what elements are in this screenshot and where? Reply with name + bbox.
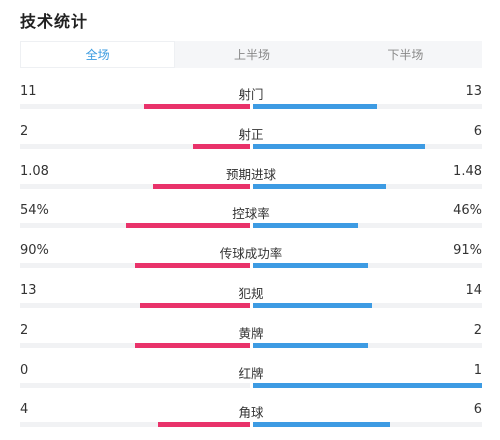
home-bar-track xyxy=(20,422,250,427)
away-bar xyxy=(253,104,377,109)
home-bar xyxy=(135,263,250,268)
away-value: 6 xyxy=(473,124,482,139)
away-bar xyxy=(253,343,368,348)
away-bar xyxy=(253,383,482,388)
tab-full-match[interactable]: 全场 xyxy=(20,41,176,68)
tab-second-half[interactable]: 下半场 xyxy=(387,48,424,62)
home-bar xyxy=(125,223,250,228)
away-bar-track xyxy=(253,144,482,149)
home-bar xyxy=(153,184,250,189)
home-value: 0 xyxy=(20,363,29,378)
home-bar-track xyxy=(20,104,250,109)
home-bar-track xyxy=(20,343,250,348)
home-value: 2 xyxy=(20,323,29,338)
stat-row: 54% 控球率 46% xyxy=(20,203,482,243)
home-bar-track xyxy=(20,383,250,388)
stat-row: 4 角球 6 xyxy=(20,402,482,440)
away-bar xyxy=(253,422,391,427)
page-title: 技术统计 xyxy=(20,12,89,31)
stat-name: 红牌 xyxy=(238,366,264,381)
stat-row: 2 黄牌 2 xyxy=(20,323,482,363)
away-bar-track xyxy=(253,422,482,427)
away-bar-track xyxy=(253,343,482,348)
home-bar-track xyxy=(20,184,250,189)
home-bar-track xyxy=(20,144,250,149)
stat-name: 传球成功率 xyxy=(219,246,283,261)
stat-row: 2 射正 6 xyxy=(20,124,482,164)
home-bar-track xyxy=(20,223,250,228)
away-value: 13 xyxy=(465,84,482,99)
away-value: 6 xyxy=(473,402,482,417)
stat-row: 13 犯规 14 xyxy=(20,283,482,323)
home-bar xyxy=(139,303,250,308)
home-bar xyxy=(158,422,250,427)
away-value: 14 xyxy=(465,283,482,298)
home-bar xyxy=(144,104,250,109)
away-bar-track xyxy=(253,383,482,388)
away-value: 2 xyxy=(473,323,482,338)
home-bar-track xyxy=(20,263,250,268)
stat-name: 预期进球 xyxy=(225,167,276,182)
away-bar xyxy=(253,144,425,149)
away-bar xyxy=(253,263,368,268)
stat-row: 90% 传球成功率 91% xyxy=(20,243,482,283)
home-value: 90% xyxy=(20,243,49,258)
home-bar xyxy=(192,144,250,149)
home-bar-track xyxy=(20,303,250,308)
away-bar-track xyxy=(253,223,482,228)
stat-row: 1.08 预期进球 1.48 xyxy=(20,164,482,204)
home-value: 4 xyxy=(20,402,29,417)
home-bar xyxy=(135,343,250,348)
stat-name: 角球 xyxy=(238,405,264,420)
home-value: 13 xyxy=(20,283,37,298)
stat-row: 0 红牌 1 xyxy=(20,363,482,403)
home-value: 1.08 xyxy=(20,164,49,179)
away-bar-track xyxy=(253,184,482,189)
stat-name: 控球率 xyxy=(232,206,270,221)
stat-name: 射正 xyxy=(238,127,264,142)
away-bar-track xyxy=(253,303,482,308)
away-value: 91% xyxy=(453,243,482,258)
away-bar xyxy=(253,303,373,308)
away-value: 1.48 xyxy=(453,164,482,179)
away-bar xyxy=(253,223,359,228)
away-bar-track xyxy=(253,104,482,109)
period-tabs: 全场 上半场 下半场 xyxy=(20,41,482,68)
away-bar xyxy=(253,184,386,189)
home-value: 11 xyxy=(20,84,37,99)
away-value: 46% xyxy=(453,203,482,218)
away-bar-track xyxy=(253,263,482,268)
stat-name: 黄牌 xyxy=(238,326,264,341)
home-value: 2 xyxy=(20,124,29,139)
tab-first-half[interactable]: 上半场 xyxy=(233,48,270,62)
home-value: 54% xyxy=(20,203,49,218)
stat-name: 犯规 xyxy=(238,286,264,301)
away-value: 1 xyxy=(473,363,482,378)
stat-name: 射门 xyxy=(238,87,264,102)
stat-row: 11 射门 13 xyxy=(20,84,482,124)
